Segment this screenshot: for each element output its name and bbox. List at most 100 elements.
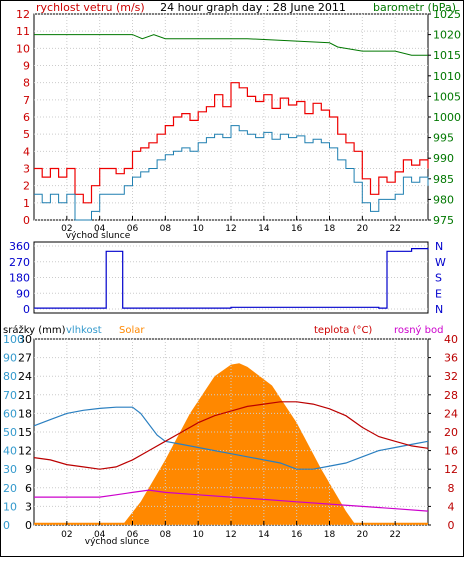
- wind-axis-label: rychlost vetru (m/s): [36, 1, 145, 14]
- gust-line: [34, 82, 429, 204]
- panel3-rain-tick-label: 9: [25, 463, 32, 476]
- panel2-plot-area: [33, 241, 429, 314]
- panel1-left-tick-label: 10: [16, 42, 30, 55]
- panel3-temp-tick-label: 40: [444, 333, 458, 346]
- panel1-left-tick-label: 3: [23, 163, 30, 176]
- panel3-series: [33, 401, 429, 512]
- panel2-left-tick-label: 270: [9, 256, 30, 269]
- panel3-rain-tick-label: 6: [25, 482, 32, 495]
- temp-line: [33, 401, 429, 470]
- panel3-rain-tick-label: 3: [25, 500, 32, 513]
- panel1-left-tick-label: 7: [23, 94, 30, 107]
- panel1-x-tick-label: 16: [291, 224, 303, 234]
- panel3-humidity-tick-label: 90: [3, 352, 17, 365]
- sunrise-label-bottom: východ slunce: [85, 537, 150, 547]
- panel1-x-tick-label: 18: [324, 224, 336, 234]
- panel2-compass-label: E: [435, 287, 442, 300]
- panel3-x-tick-label: 04: [94, 530, 106, 540]
- panel1-x-tick-label: 14: [258, 224, 270, 234]
- panel3-x-tick-label: 06: [127, 530, 139, 540]
- panel3-grid: [34, 338, 428, 526]
- panel1-x-tick-label: 10: [192, 224, 204, 234]
- panel3-rain-tick-label: 0: [25, 519, 32, 532]
- panel2-left-tick-label: 90: [16, 287, 30, 300]
- panel1-right-tick-label: 1005: [433, 90, 461, 103]
- panel1-right-tick-label: 980: [433, 193, 454, 206]
- panel2-compass-label: W: [435, 256, 446, 269]
- panel3-temp-tick-label: 0: [448, 519, 455, 532]
- panel3-rain-tick-label: 24: [18, 370, 32, 383]
- panel3-temp-tick-label: 20: [444, 426, 458, 439]
- panel1-x-tick-label: 04: [94, 224, 106, 234]
- panel3-temp-tick-label: 16: [444, 445, 458, 458]
- panel3-right-ticks: 0 4 8 12 16 20 24 28 32 36 40: [428, 333, 458, 532]
- panel2-left-tick-label: 0: [23, 303, 30, 316]
- panel1-x-tick-label: 06: [127, 224, 139, 234]
- panel3-temp-tick-label: 28: [444, 389, 458, 402]
- panel3-x-tick-label: 12: [225, 530, 236, 540]
- panel3-humidity-tick-label: 100: [3, 333, 24, 346]
- panel1-right-tick-label: 985: [433, 173, 454, 186]
- baro-line: [34, 34, 428, 56]
- panel1-x-tick-label: 02: [61, 224, 72, 234]
- dew-label: rosný bod: [394, 324, 443, 336]
- panel3-rain-tick-label: 21: [18, 389, 32, 402]
- panel2-series: [34, 248, 429, 309]
- panel3-rain-tick-label: 12: [18, 445, 32, 458]
- wind-line: [34, 125, 429, 221]
- panel3-x-tick-label: 10: [192, 530, 204, 540]
- panel3-humidity-tick-label: 70: [3, 389, 17, 402]
- panel1-left-tick-label: 8: [23, 77, 30, 90]
- panel1-x-tick-label: 08: [160, 224, 172, 234]
- temp-label: teplota (°C): [314, 325, 372, 336]
- panel2-left-tick-label: 180: [9, 272, 30, 285]
- weather-chart-svg: 24 hour graph day : 28 June 2011 rychlos…: [3, 1, 461, 547]
- panel1-x-ticks: 02 04 06 08 10 12 14 16 18 20 22: [61, 216, 401, 234]
- panel1-series: [34, 34, 429, 221]
- wind-direction-line: [34, 248, 429, 309]
- panel1-left-tick-label: 12: [16, 8, 30, 21]
- sunrise-label: východ slunce: [66, 231, 131, 241]
- panel1-right-tick-label: 1000: [433, 111, 461, 124]
- panel3-temp-tick-label: 32: [444, 370, 458, 383]
- panel3-rain-tick-label: 30: [18, 333, 32, 346]
- panel1-right-tick-label: 1015: [433, 49, 461, 62]
- panel1-x-tick-label: 20: [357, 224, 369, 234]
- dew-line: [34, 489, 429, 512]
- panel3-x-tick-label: 14: [258, 530, 270, 540]
- panel1-right-tick-label: 1025: [433, 8, 461, 21]
- panel3-humidity-tick-label: 60: [3, 407, 17, 420]
- panel2-compass-label: S: [435, 272, 442, 285]
- panel3-humidity-tick-label: 50: [3, 426, 17, 439]
- panel1-left-tick-label: 0: [23, 214, 30, 227]
- panel3-temp-tick-label: 24: [444, 407, 458, 420]
- panel1-left-tick-label: 11: [16, 25, 30, 38]
- panel1-left-tick-label: 6: [23, 111, 30, 124]
- panel1-x-tick-label: 22: [389, 224, 400, 234]
- panel1-right-tick-label: 990: [433, 152, 454, 165]
- panel3-x-tick-label: 20: [357, 530, 369, 540]
- panel2-left-tick-label: 360: [9, 240, 30, 253]
- panel3-temp-tick-label: 4: [448, 500, 455, 513]
- panel3-rain-tick-label: 18: [18, 407, 32, 420]
- panel3-humidity-tick-label: 80: [3, 370, 17, 383]
- panel2-left-ticks: 0 90 180 270 360: [9, 240, 30, 316]
- panel3-x-tick-label: 08: [160, 530, 172, 540]
- rain-axis-label: srážky (mm): [3, 324, 66, 336]
- humidity-line: [33, 406, 429, 470]
- humidity-label: vlhkost: [66, 325, 102, 336]
- panel3-temp-tick-label: 8: [448, 482, 455, 495]
- panel1-right-ticks: 975 980 985 990 995 1000 1005 1010 1015 1020 1025: [428, 8, 461, 227]
- panel1-right-tick-label: 975: [433, 214, 454, 227]
- baro-axis-label: barometr (hPa): [373, 1, 456, 14]
- page-title: 24 hour graph day : 28 June 2011: [160, 1, 346, 14]
- panel3-humidity-tick-label: 30: [3, 463, 17, 476]
- panel3-x-ticks: 02 04 06 08 10 12 14 16 18 20 22: [61, 521, 401, 540]
- panel3-temp-tick-label: 12: [444, 463, 458, 476]
- panel1-right-tick-label: 995: [433, 132, 454, 145]
